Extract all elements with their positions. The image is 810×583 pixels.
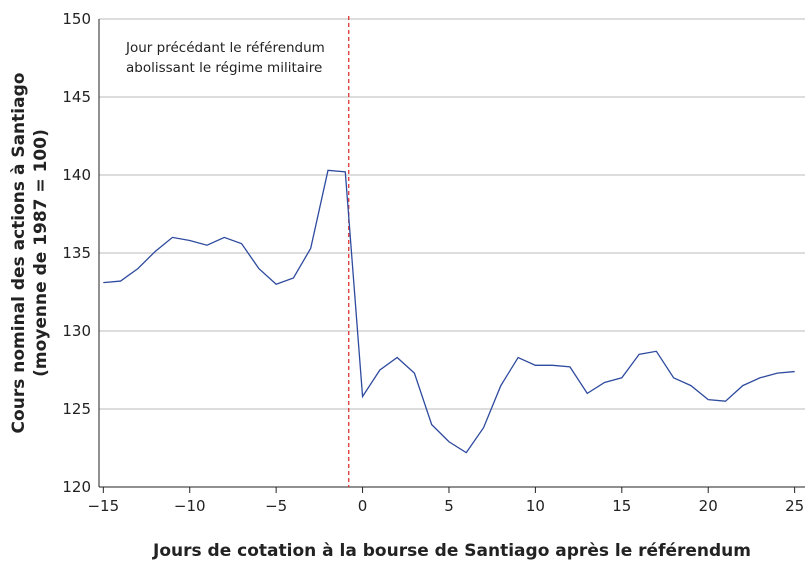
data-line xyxy=(103,169,795,454)
x-axis-title: Jours de cotation à la bourse de Santiag… xyxy=(152,541,751,561)
y-tick-label: 120 xyxy=(62,478,91,496)
x-tick-label: −5 xyxy=(265,497,287,515)
x-tick-label: −15 xyxy=(87,497,119,515)
annotation: abolissant le régime militaire xyxy=(126,60,322,76)
x-tick-label: 15 xyxy=(612,497,631,515)
x-tick-label: 20 xyxy=(699,497,718,515)
y-tick-label: 145 xyxy=(62,88,91,106)
x-tick-label: 25 xyxy=(785,497,804,515)
y-tick-label: 135 xyxy=(62,244,91,262)
y-axis-title: Cours nominal des actions à Santiago xyxy=(9,73,29,434)
x-tick-label: 5 xyxy=(444,497,454,515)
y-tick-label: 140 xyxy=(62,166,91,184)
x-tick-label: 0 xyxy=(358,497,368,515)
y-tick-label: 130 xyxy=(62,322,91,340)
y-tick-label: 150 xyxy=(62,10,91,28)
y-axis-title: (moyenne de 1987 = 100) xyxy=(31,129,51,377)
x-tick-label: 10 xyxy=(526,497,545,515)
y-tick-label: 125 xyxy=(62,400,91,418)
annotation: Jour précédant le référendum xyxy=(125,40,325,56)
x-tick-label: −10 xyxy=(174,497,206,515)
